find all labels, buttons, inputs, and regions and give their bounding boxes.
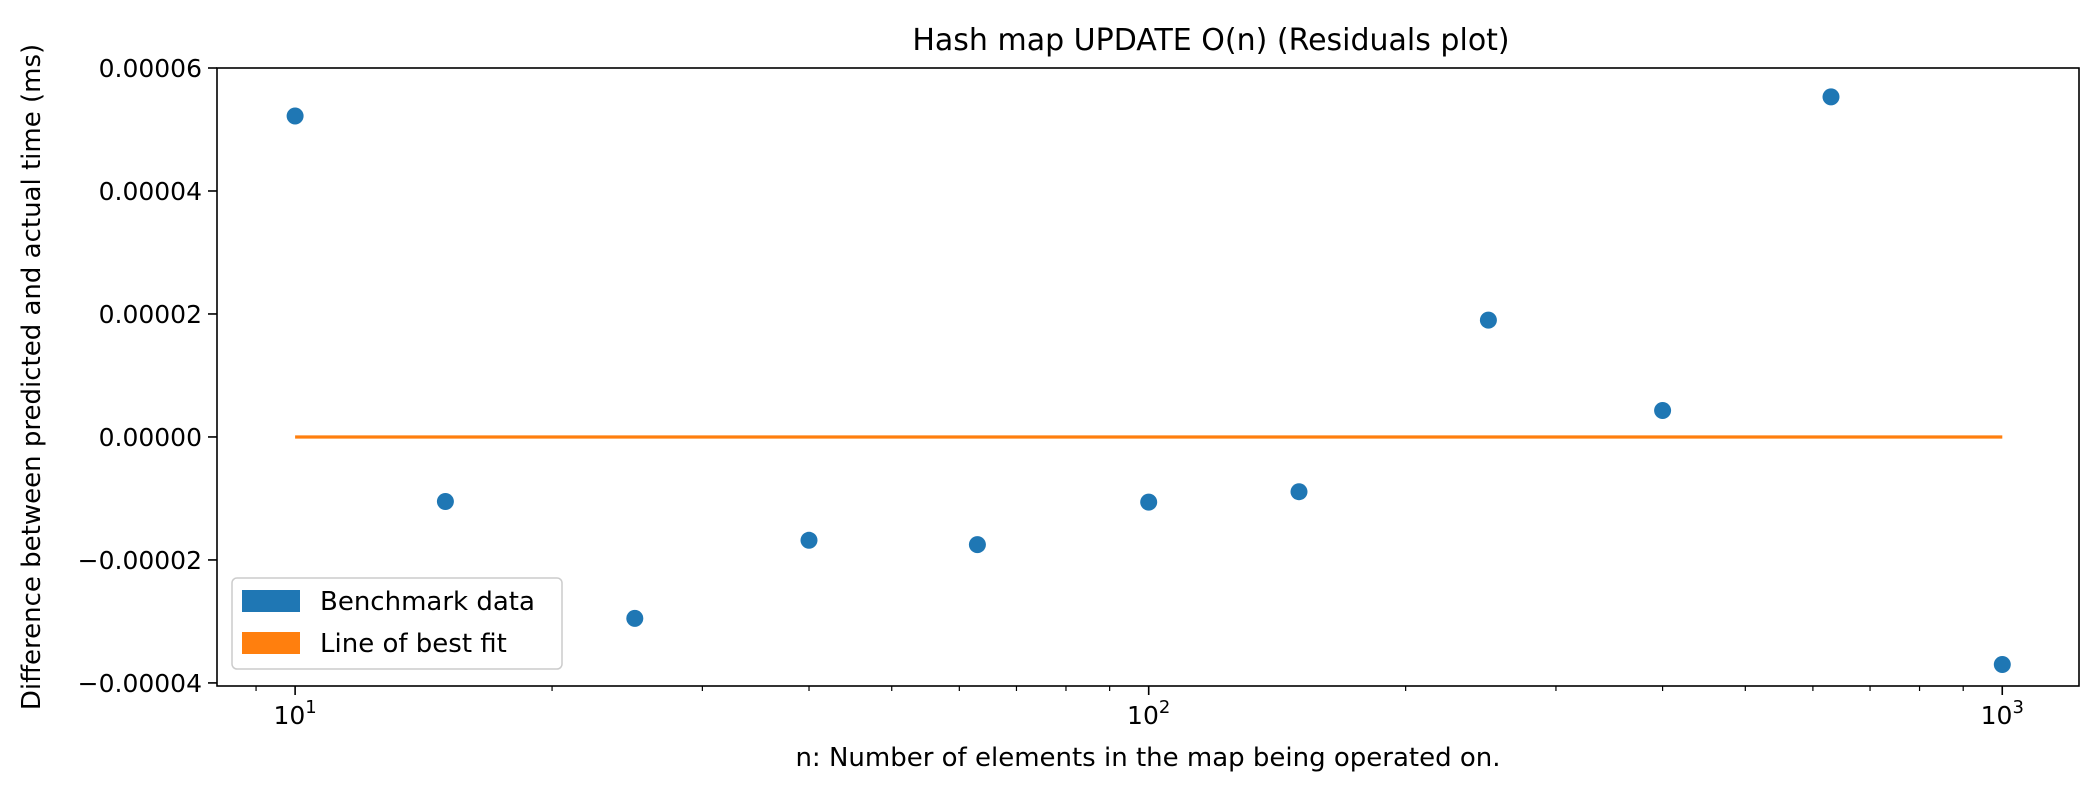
data-point [1654,402,1672,419]
y-tick-label: 0.00000 [99,423,202,452]
data-point [1140,493,1158,511]
x-axis-ticks: 101 102 103 [255,686,2024,730]
legend: Benchmark data Line of best fit [231,577,563,670]
x-tick-label: 101 [273,697,316,730]
x-tick-label: 103 [1981,697,2024,730]
y-axis-ticks: 0.00006 0.00004 0.00002 0.00000 −0.00002 −0.0… [78,54,217,698]
y-tick-label: −0.00002 [78,546,202,575]
data-point [800,531,818,549]
data-point [1822,88,1840,106]
data-point [1479,311,1497,329]
y-tick-label: 0.00006 [99,54,202,83]
y-tick-label: 0.00004 [99,177,202,206]
legend-label-benchmark-data: Benchmark data [320,587,535,617]
data-point [626,609,644,627]
x-axis-label: n: Number of elements in the map being o… [795,743,1500,773]
data-point [1290,483,1308,501]
y-tick-label: −0.00004 [78,669,202,698]
legend-swatch-line-of-best-fit [242,632,300,654]
legend-label-line-of-best-fit: Line of best fit [320,629,507,659]
data-point [968,536,986,554]
legend-frame [231,577,563,670]
y-tick-label: 0.00002 [99,300,202,329]
y-axis-label: Difference between predicted and actual … [17,44,47,710]
data-point [286,107,304,125]
chart-title: Hash map UPDATE O(n) (Residuals plot) [912,23,1509,58]
plot-area [286,88,2011,673]
legend-swatch-benchmark-data [242,590,300,612]
x-tick-label: 102 [1127,697,1170,730]
data-point [436,493,454,510]
data-point [1993,656,2011,673]
